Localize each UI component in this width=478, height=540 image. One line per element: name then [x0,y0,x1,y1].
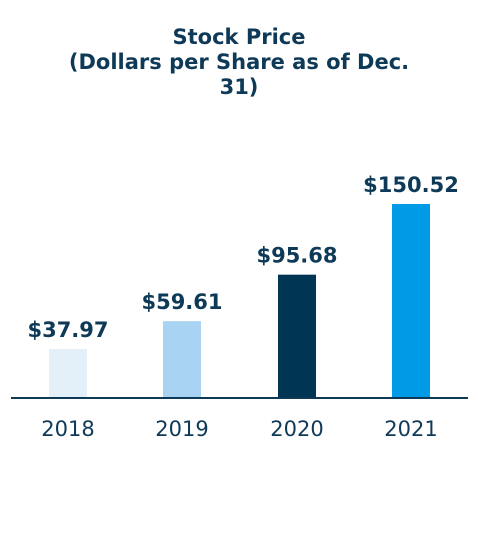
bar-2018 [49,349,87,398]
value-labels-group: $37.97 $59.61 $95.68 $150.52 [27,173,458,342]
bars-group [49,204,430,398]
x-tick-label-2018: 2018 [41,417,94,441]
value-label-2021: $150.52 [363,173,459,197]
x-tick-label-2019: 2019 [155,417,208,441]
chart-title-line-2: (Dollars per Share as of Dec. [68,50,410,74]
value-label-2018: $37.97 [27,318,108,342]
bar-2020 [278,274,316,398]
bar-2021 [392,204,430,398]
chart-title-line-3: 31) [219,75,259,99]
value-label-2019: $59.61 [141,290,222,314]
bar-2019 [163,321,201,398]
x-tick-label-2021: 2021 [384,417,437,441]
x-tick-labels-group: 2018 2019 2020 2021 [41,417,437,441]
chart-title-line-1: Stock Price [172,25,306,49]
x-tick-label-2020: 2020 [270,417,323,441]
chart-title: Stock Price (Dollars per Share as of Dec… [0,25,478,100]
value-label-2020: $95.68 [256,244,337,268]
